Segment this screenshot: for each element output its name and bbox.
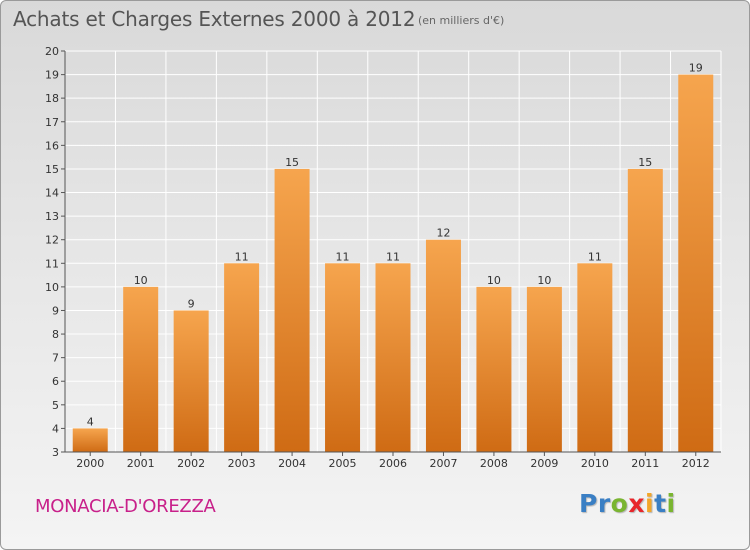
y-tick-label: 16 (45, 139, 59, 152)
bar-2007 (425, 239, 461, 452)
data-label-2008: 10 (487, 274, 501, 287)
data-label-2001: 10 (134, 274, 148, 287)
y-tick-label: 11 (45, 257, 59, 270)
y-tick-label: 8 (52, 328, 59, 341)
x-tick-label: 2012 (682, 457, 710, 470)
y-tick-label: 14 (45, 187, 59, 200)
logo-letter: i (645, 489, 655, 518)
x-tick-label: 2010 (581, 457, 609, 470)
bar-2005 (325, 263, 361, 452)
y-tick-label: 20 (45, 45, 59, 58)
y-tick-labels: 3 4 5 6 7 8 9 10 11 12 13 14 15 16 17 18 19 20 (45, 45, 59, 459)
x-tick-label: 2000 (76, 457, 104, 470)
logo-letter: t (654, 489, 667, 518)
proxiti-logo: Proxiti (579, 489, 676, 518)
y-tick-label: 17 (45, 116, 59, 129)
y-tick-label: 13 (45, 210, 59, 223)
bar-2000 (72, 428, 108, 452)
data-label-2009: 10 (537, 274, 551, 287)
x-tick-label: 2006 (379, 457, 407, 470)
data-label-2000: 4 (87, 415, 94, 428)
data-label-2007: 12 (436, 227, 450, 240)
y-tick-label: 3 (52, 446, 59, 459)
bar-2012 (678, 74, 714, 453)
logo-letter: r (597, 489, 611, 518)
data-label-2006: 11 (386, 250, 400, 263)
logo-letter: P (579, 489, 598, 518)
bar-2009 (526, 286, 562, 452)
bars (72, 74, 714, 453)
y-tick-label: 5 (52, 399, 59, 412)
data-label-2005: 11 (336, 250, 350, 263)
y-tick-label: 7 (52, 352, 59, 365)
x-tick-label: 2005 (329, 457, 357, 470)
chart-subtitle: (en milliers d'€) (418, 14, 505, 27)
bar-2006 (375, 263, 411, 452)
y-tick-label: 12 (45, 234, 59, 247)
bar-2011 (627, 168, 663, 453)
x-tick-label: 2003 (228, 457, 256, 470)
bar-2008 (476, 286, 512, 452)
y-tick-label: 15 (45, 163, 59, 176)
bar-2010 (577, 263, 613, 452)
x-tick-labels: 2000 2001 2002 2003 2004 2005 2006 2007 2008 2009… (76, 457, 710, 470)
chart-title: Achats et Charges Externes 2000 à 2012 (13, 7, 416, 31)
y-tick-label: 9 (52, 304, 59, 317)
x-tick-label: 2009 (530, 457, 558, 470)
logo-letter: i (666, 489, 676, 518)
data-label-2010: 11 (588, 250, 602, 263)
y-tick-label: 10 (45, 281, 59, 294)
data-label-2012: 19 (689, 62, 703, 75)
bar-2002 (173, 310, 209, 452)
x-tick-label: 2007 (429, 457, 457, 470)
y-tick-label: 19 (45, 69, 59, 82)
data-label-2004: 15 (285, 156, 299, 169)
x-tick-label: 2008 (480, 457, 508, 470)
y-tick-label: 6 (52, 375, 59, 388)
axes (61, 50, 721, 456)
data-label-2011: 15 (638, 156, 652, 169)
data-label-2003: 11 (235, 250, 249, 263)
x-tick-label: 2002 (177, 457, 205, 470)
commune-name: MONACIA-D'OREZZA (35, 496, 216, 517)
x-tick-label: 2011 (631, 457, 659, 470)
logo-letter: x (628, 489, 645, 518)
data-labels: 4 10 9 11 15 11 11 12 10 10 11 15 19 (87, 62, 703, 429)
bar-2004 (274, 168, 310, 453)
bar-2001 (123, 286, 159, 452)
bar-2003 (224, 263, 260, 452)
y-tick-label: 18 (45, 92, 59, 105)
data-label-2002: 9 (188, 297, 195, 310)
logo-letter: o (610, 489, 629, 518)
y-tick-label: 4 (52, 422, 59, 435)
x-tick-label: 2001 (127, 457, 155, 470)
x-tick-label: 2004 (278, 457, 306, 470)
